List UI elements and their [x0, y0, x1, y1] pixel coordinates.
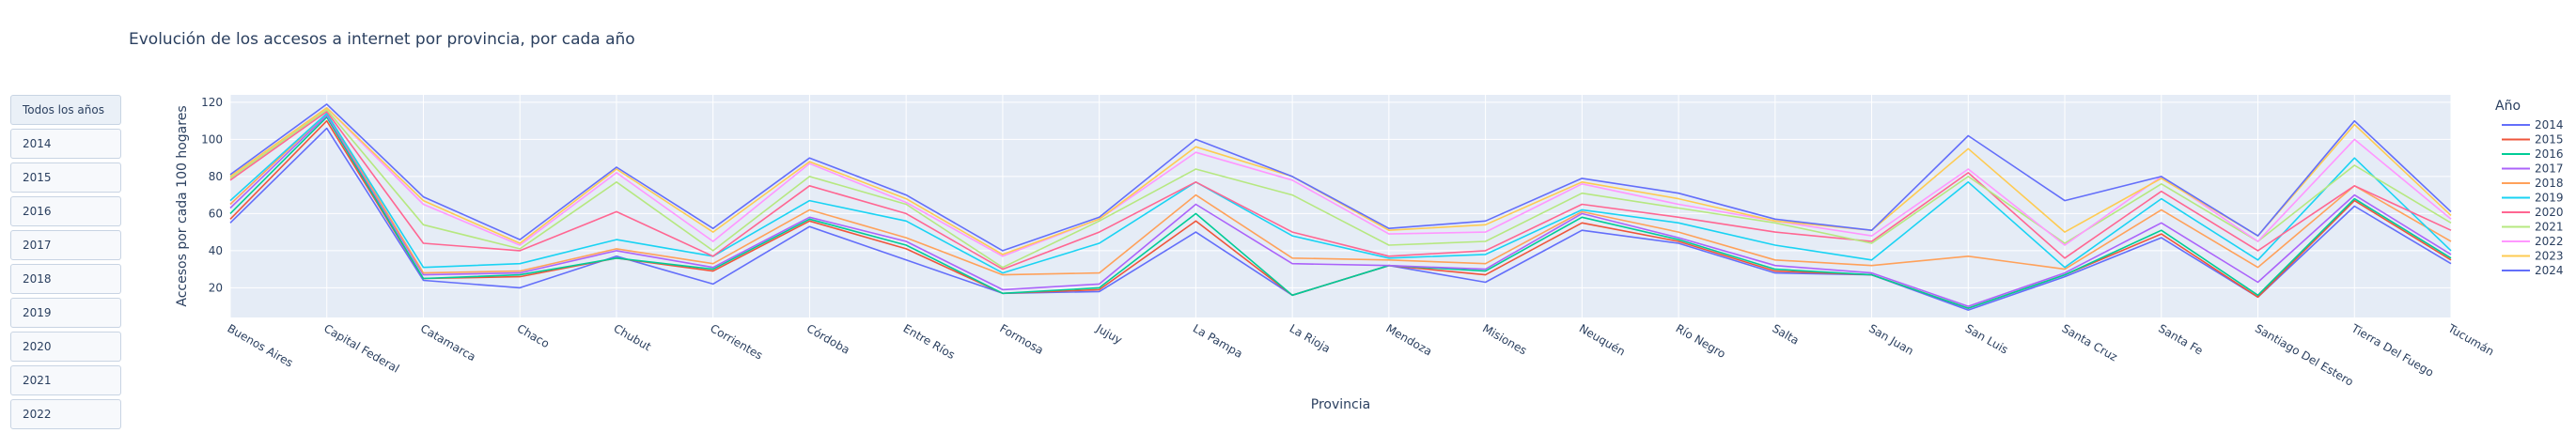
year-button-2014[interactable]: 2014	[10, 129, 121, 159]
x-tick-label: Santa Cruz	[2060, 321, 2120, 363]
x-tick-label: Santa Fe	[2156, 321, 2205, 357]
series-line-2020[interactable]	[229, 111, 2452, 271]
x-tick-label: Santiago Del Estero	[2253, 321, 2356, 388]
year-button-2015[interactable]: 2015	[10, 162, 121, 193]
series-line-2019[interactable]	[229, 113, 2452, 274]
x-tick-label: San Juan	[1866, 321, 1915, 357]
series-line-2016[interactable]	[229, 116, 2452, 309]
x-axis-title: Provincia	[1311, 397, 1370, 412]
y-tick-label: 20	[209, 281, 223, 294]
legend-item-label[interactable]: 2023	[2535, 250, 2564, 263]
x-tick-label: Neuquén	[1577, 321, 1628, 358]
x-tick-label: Río Negro	[1674, 321, 1728, 361]
line-chart: 20 40 60 80 100 120 Buenos Aires Capital Feder…	[175, 95, 2564, 412]
legend-title: Año	[2495, 99, 2521, 114]
x-tick-label: Córdoba	[804, 321, 852, 356]
x-tick-label: La Rioja	[1288, 321, 1333, 355]
legend-item-label[interactable]: 2020	[2535, 206, 2564, 219]
year-button-2017[interactable]: 2017	[10, 230, 121, 260]
legend-item-label[interactable]: 2022	[2535, 235, 2564, 248]
x-tick-label: Salta	[1770, 321, 1801, 347]
y-tick-label: 120	[201, 96, 223, 109]
x-tick-label: Misiones	[1480, 321, 1529, 357]
legend-item-label[interactable]: 2019	[2535, 192, 2564, 205]
legend-item-label[interactable]: 2017	[2535, 162, 2564, 176]
legend-item-label[interactable]: 2015	[2535, 133, 2564, 147]
x-tick-label: Buenos Aires	[226, 321, 296, 369]
x-tick-label: San Luis	[1963, 321, 2010, 356]
y-axis-title: Accesos por cada 100 hogares	[175, 105, 190, 306]
year-button-2019[interactable]: 2019	[10, 298, 121, 328]
legend-item-label[interactable]: 2014	[2535, 118, 2564, 131]
legend-item-label[interactable]: 2024	[2535, 264, 2564, 277]
y-tick-label: 60	[209, 207, 223, 220]
x-tick-label: Entre Ríos	[901, 321, 958, 362]
year-button-all[interactable]: Todos los años	[10, 95, 121, 125]
x-tick-label: Tierra Del Fuego	[2349, 321, 2436, 379]
x-tick-label: Jujuy	[1093, 321, 1124, 347]
x-tick-label: Chubut	[611, 321, 653, 353]
year-button-2020[interactable]: 2020	[10, 332, 121, 362]
y-tick-label: 100	[201, 132, 223, 146]
x-tick-label: Corrientes	[708, 321, 765, 362]
x-tick-label: Tucumán	[2445, 321, 2497, 359]
x-tick-label: Capital Federal	[321, 321, 401, 375]
series-line-2017[interactable]	[229, 114, 2452, 307]
legend-item-label[interactable]: 2021	[2535, 221, 2564, 234]
year-button-2016[interactable]: 2016	[10, 196, 121, 226]
series-line-2024[interactable]	[229, 103, 2452, 252]
y-tick-label: 40	[209, 244, 223, 257]
x-tick-label: Catamarca	[418, 321, 478, 363]
x-tick-label: Chaco	[515, 321, 552, 350]
chart-title: Evolución de los accesos a internet por …	[129, 30, 635, 49]
series-line-2023[interactable]	[229, 107, 2452, 255]
y-tick-label: 80	[209, 170, 223, 183]
legend-item-label[interactable]: 2016	[2535, 147, 2564, 161]
year-button-2021[interactable]: 2021	[10, 365, 121, 395]
year-filter-buttons: Todos los años 2014 2015 2016 2017 2018 …	[10, 95, 121, 433]
series-line-2018[interactable]	[229, 113, 2452, 276]
x-tick-label: Formosa	[997, 321, 1045, 357]
x-tick-label: Mendoza	[1383, 321, 1434, 358]
legend-item-label[interactable]: 2018	[2535, 177, 2564, 190]
series-line-2022[interactable]	[229, 107, 2452, 257]
x-tick-label: La Pampa	[1191, 321, 1245, 360]
year-button-2018[interactable]: 2018	[10, 264, 121, 294]
